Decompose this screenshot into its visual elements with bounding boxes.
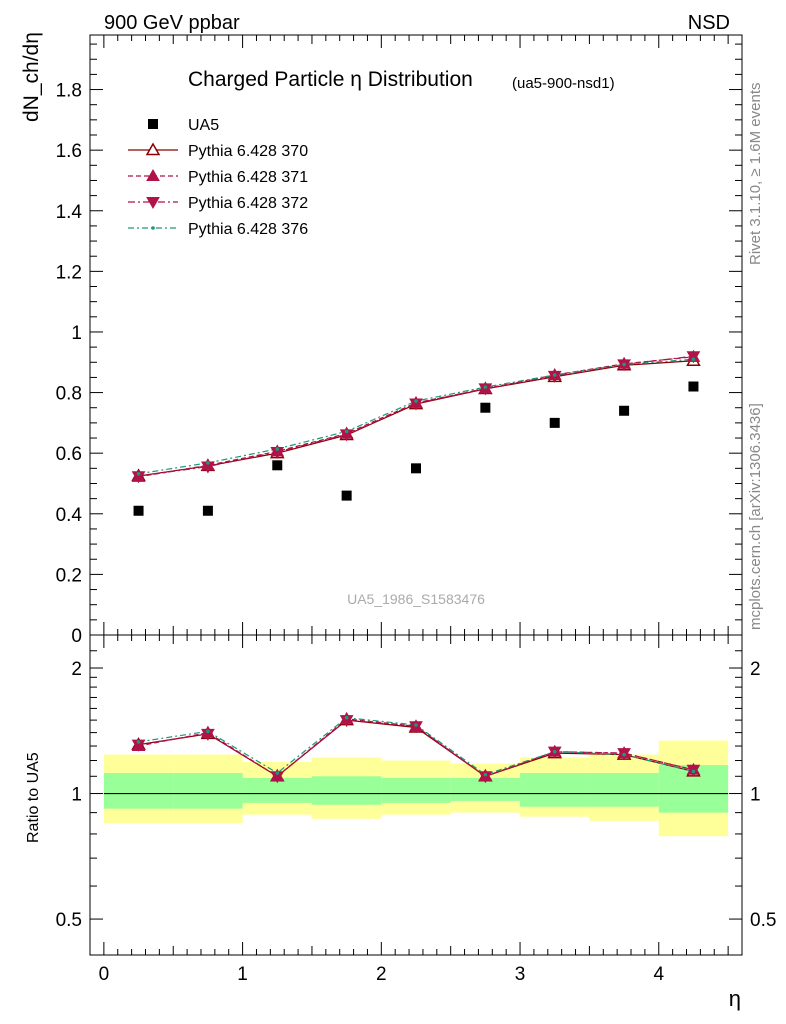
ratio-y-tick-label: 0.5: [56, 910, 82, 931]
ratio-y-axis-label: Ratio to UA5: [25, 752, 42, 843]
data-point-pythia-6-428-376: [691, 357, 696, 362]
ratio-point: [691, 769, 696, 774]
data-point-pythia-6-428-372: [131, 471, 146, 484]
data-point-ua5: [688, 381, 699, 392]
y-tick-label: 0.2: [56, 565, 82, 586]
series-line-pythia-6-428-376: [138, 358, 694, 475]
data-point-pythia-6-428-372: [686, 351, 701, 364]
uncertainty-band-inner: [173, 773, 243, 809]
series-line-pythia-6-428-370: [138, 360, 694, 477]
data-point-pythia-6-428-376: [344, 429, 349, 434]
ratio-point: [344, 715, 349, 720]
data-point-ua5: [549, 417, 560, 428]
series-line-pythia-6-428-372: [138, 355, 694, 477]
y-tick-label: 1.6: [56, 141, 82, 162]
data-point-pythia-6-428-376: [552, 373, 557, 377]
uncertainty-band-inner: [589, 773, 659, 807]
legend-marker: [151, 226, 155, 230]
chart-subtitle: (ua5-900-nsd1): [512, 75, 615, 92]
ratio-y-tick-label: 1: [71, 785, 82, 806]
uncertainty-band-inner: [450, 777, 521, 801]
data-point-ua5: [133, 505, 144, 516]
data-point-pythia-6-428-372: [478, 383, 493, 396]
ratio-point: [483, 772, 488, 777]
y-tick-label: 0.4: [56, 505, 83, 526]
data-point-ua5: [619, 405, 630, 416]
legend-marker: [146, 197, 160, 210]
legend-label: Pythia 6.428 371: [188, 169, 308, 186]
legend-label: UA5: [188, 117, 219, 134]
ratio-point: [339, 715, 354, 728]
legend-marker: [145, 142, 161, 156]
ratio-point: [201, 728, 215, 741]
ratio-point: [409, 721, 423, 734]
data-point-pythia-6-428-372: [409, 398, 423, 411]
data-point-ua5: [411, 463, 421, 474]
y-tick-label: 0.6: [56, 444, 82, 465]
legend-marker-ua5: [148, 119, 158, 129]
x-axis-label: η: [729, 986, 741, 1011]
y-axis-label: dN_ch/dη: [20, 32, 43, 122]
data-point-pythia-6-428-376: [414, 399, 418, 403]
y-tick-label: 0.8: [56, 384, 82, 405]
data-point-ua5: [341, 490, 352, 501]
ratio-y-tick-label-right: 1: [750, 785, 761, 806]
ratio-point: [206, 729, 210, 734]
data-point-ua5: [202, 505, 213, 516]
ratio-point: [136, 740, 141, 744]
ratio-point: [622, 752, 626, 757]
x-tick-label: 1: [237, 964, 248, 985]
data-point-pythia-6-428-376: [136, 471, 141, 476]
mcplots-label: mcplots.cern.ch [arXiv:1306.3436]: [747, 403, 764, 630]
data-point-pythia-6-428-376: [622, 362, 626, 367]
main-plot-panel: 0 0.2 0.4 0.6 0.8 1 1.2 1.4 1.6 1.8 Charged Parti…: [20, 32, 743, 647]
data-point-ua5: [480, 402, 491, 413]
data-point-pythia-6-428-376: [483, 385, 488, 389]
process-label: NSD: [688, 12, 730, 34]
uncertainty-band-inner: [381, 777, 451, 803]
x-tick-label: 4: [653, 964, 664, 985]
ratio-plot-panel: 0.5 0.5 1 1 2 2 0 1 2 3 4 Ratio to UA5 η: [25, 634, 776, 1011]
legend-label: Pythia 6.428 376: [188, 221, 308, 238]
x-tick-label: 0: [99, 964, 110, 985]
ratio-point: [478, 771, 493, 784]
data-point-ua5: [272, 460, 283, 471]
y-tick-label: 1.8: [56, 81, 82, 102]
ratio-point: [275, 771, 280, 775]
data-point-pythia-6-428-376: [275, 447, 280, 451]
legend: UA5 Pythia 6.428 370 Pythia 6.428 371 Pythi…: [128, 117, 308, 238]
ratio-y-tick-label-right: 2: [750, 659, 761, 680]
x-tick-label: 3: [515, 964, 526, 985]
legend-marker: [146, 168, 160, 181]
uncertainty-band-inner: [520, 773, 590, 807]
y-tick-label: 1: [71, 323, 82, 344]
uncertainty-band-inner: [103, 773, 174, 809]
uncertainty-band-inner: [311, 776, 382, 805]
analysis-watermark: UA5_1986_S1583476: [347, 591, 485, 607]
ratio-y-tick-label-right: 0.5: [750, 910, 776, 931]
rivet-label: Rivet 3.1.10, ≥ 1.6M events: [747, 83, 764, 266]
ratio-y-tick-label: 2: [71, 659, 82, 680]
y-tick-label: 0: [71, 626, 82, 647]
legend-label: Pythia 6.428 370: [188, 143, 308, 160]
series-line-pythia-6-428-371: [138, 356, 694, 478]
x-tick-label: 2: [376, 964, 387, 985]
y-tick-label: 1.4: [56, 202, 83, 223]
ratio-point: [552, 749, 557, 754]
ratio-point: [414, 723, 418, 727]
legend-label: Pythia 6.428 372: [188, 195, 308, 212]
chart-title: Charged Particle η Distribution: [188, 68, 473, 91]
y-tick-label: 1.2: [56, 262, 82, 283]
energy-label: 900 GeV ppbar: [104, 12, 240, 34]
data-point-pythia-6-428-376: [206, 461, 210, 465]
ratio-plot-frame: [89, 634, 743, 956]
